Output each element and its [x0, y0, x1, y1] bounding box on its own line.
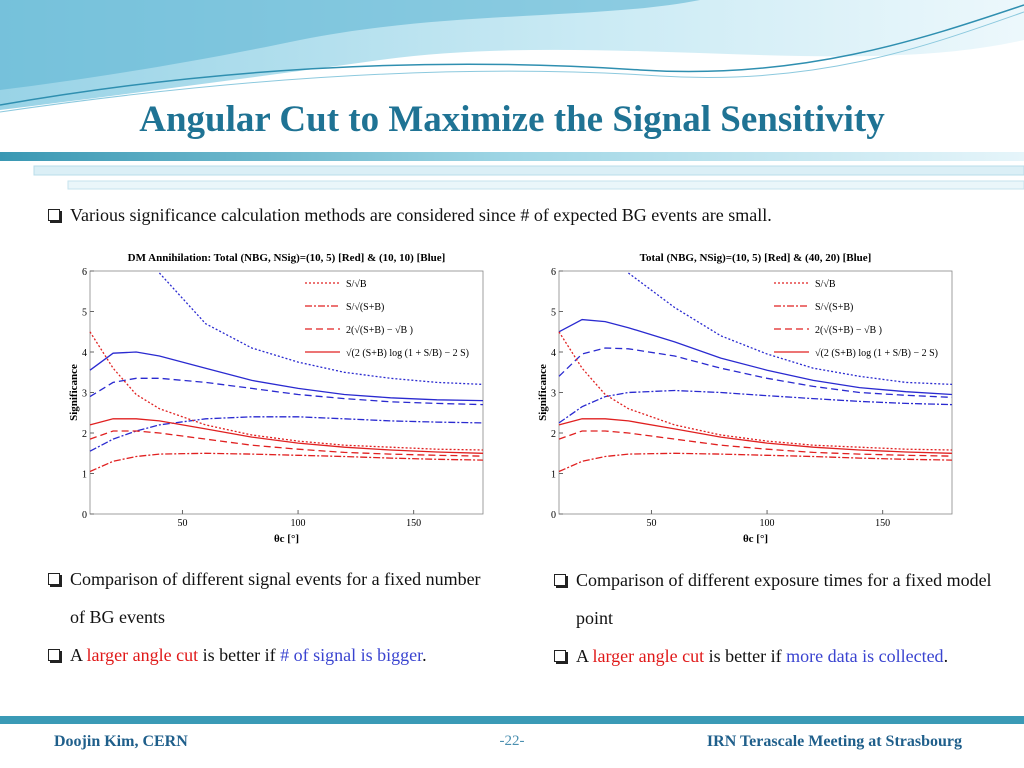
slide-title: Angular Cut to Maximize the Signal Sensi… [139, 99, 885, 140]
bullet-text: is better if [198, 645, 281, 665]
x-tick-label: 50 [646, 518, 656, 529]
intro-list: Various significance calculation methods… [46, 196, 1006, 234]
bullet: Various significance calculation methods… [46, 196, 1006, 234]
bullet-text: Comparison of different exposure times f… [576, 570, 992, 628]
chart-title: DM Annihilation: Total (NBG, NSig)=(10, … [128, 252, 446, 264]
series-line [89, 377, 484, 406]
bullet: A larger angle cut is better if more dat… [552, 637, 992, 675]
y-tick-label: 3 [551, 389, 556, 400]
x-axis-label: θc [°] [743, 533, 768, 545]
series-line [89, 430, 484, 457]
legend-label: √(2 (S+B) log (1 + S/B) − 2 S) [815, 348, 938, 359]
bullet-text: . [943, 646, 949, 666]
series-line [89, 418, 484, 454]
x-tick-label: 50 [177, 518, 187, 529]
series-line [89, 331, 484, 451]
series-line [558, 418, 953, 454]
series-line [558, 318, 953, 396]
legend-label: S/√(S+B) [815, 302, 853, 313]
series-line [628, 272, 953, 386]
y-tick-label: 5 [551, 308, 556, 319]
bullet: A larger angle cut is better if # of sig… [46, 636, 486, 674]
bullet-text: larger angle cut [592, 646, 705, 666]
series-line [158, 272, 484, 386]
bullet-text: Various significance calculation methods… [70, 205, 772, 225]
legend-label: 2(√(S+B) − √B ) [346, 325, 413, 336]
x-tick-label: 150 [406, 518, 421, 529]
left-bullets: Comparison of different signal events fo… [46, 560, 486, 674]
bullet-text: is better if [704, 646, 787, 666]
bullet-box [554, 574, 566, 586]
series-line [558, 430, 953, 457]
y-tick-label: 6 [82, 267, 87, 278]
plot-frame [558, 270, 953, 515]
series-line [89, 452, 484, 473]
legend-label: S/√B [815, 279, 836, 290]
y-tick-label: 2 [551, 429, 556, 440]
right-bullets: Comparison of different exposure times f… [552, 561, 992, 675]
y-tick-label: 4 [551, 348, 556, 359]
bullet-text: . [422, 645, 427, 665]
y-tick-label: 5 [82, 308, 87, 319]
y-axis-label: Significance [68, 364, 80, 421]
x-axis-label: θc [°] [274, 533, 299, 545]
chart-title: Total (NBG, NSig)=(10, 5) [Red] & (40, 2… [640, 252, 872, 264]
chart: DM Annihilation: Total (NBG, NSig)=(10, … [68, 248, 484, 548]
bullet-box [554, 650, 566, 662]
y-tick-label: 2 [82, 429, 87, 440]
bullet-text: A [70, 645, 87, 665]
x-tick-label: 100 [760, 518, 775, 529]
legend-label: S/√B [346, 279, 367, 290]
footer-event: IRN Terascale Meeting at Strasbourg [706, 733, 962, 750]
series-line [558, 452, 953, 473]
y-tick-label: 6 [551, 267, 556, 278]
y-tick-label: 0 [82, 510, 87, 521]
bullet-box [48, 209, 60, 221]
bullet-text: more data is collected [786, 646, 944, 666]
legend-label: 2(√(S+B) − √B ) [815, 325, 882, 336]
series-line [558, 331, 953, 451]
y-tick-label: 1 [82, 470, 87, 481]
legend-label: S/√(S+B) [346, 302, 384, 313]
y-tick-label: 1 [551, 470, 556, 481]
header-decoration [0, 0, 1024, 190]
y-tick-label: 3 [82, 389, 87, 400]
series-line [558, 347, 953, 399]
page-number: -22- [499, 733, 525, 749]
bullet-text: larger angle cut [86, 645, 199, 665]
y-tick-label: 4 [82, 348, 87, 359]
bullet-text: A [576, 646, 593, 666]
bullet-text: # of signal is bigger [280, 645, 423, 665]
chart: Total (NBG, NSig)=(10, 5) [Red] & (40, 2… [537, 248, 953, 548]
footer-bar [0, 716, 1024, 724]
legend-label: √(2 (S+B) log (1 + S/B) − 2 S) [346, 348, 469, 359]
y-tick-label: 0 [551, 510, 556, 521]
series-line [89, 351, 484, 402]
bullet-box [48, 573, 60, 585]
bullet: Comparison of different signal events fo… [46, 560, 486, 636]
x-tick-label: 100 [291, 518, 306, 529]
footer-author: Doojin Kim, CERN [54, 733, 188, 750]
bullet-box [48, 649, 60, 661]
series-line [89, 416, 484, 452]
series-line [558, 389, 953, 424]
y-axis-label: Significance [537, 364, 549, 421]
x-tick-label: 150 [875, 518, 890, 529]
bullet-text: Comparison of different signal events fo… [70, 569, 481, 627]
bullet: Comparison of different exposure times f… [552, 561, 992, 637]
